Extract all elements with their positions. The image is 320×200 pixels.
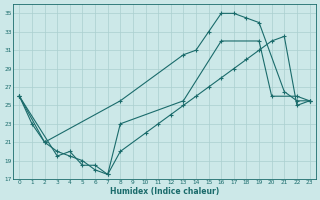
X-axis label: Humidex (Indice chaleur): Humidex (Indice chaleur) bbox=[110, 187, 219, 196]
